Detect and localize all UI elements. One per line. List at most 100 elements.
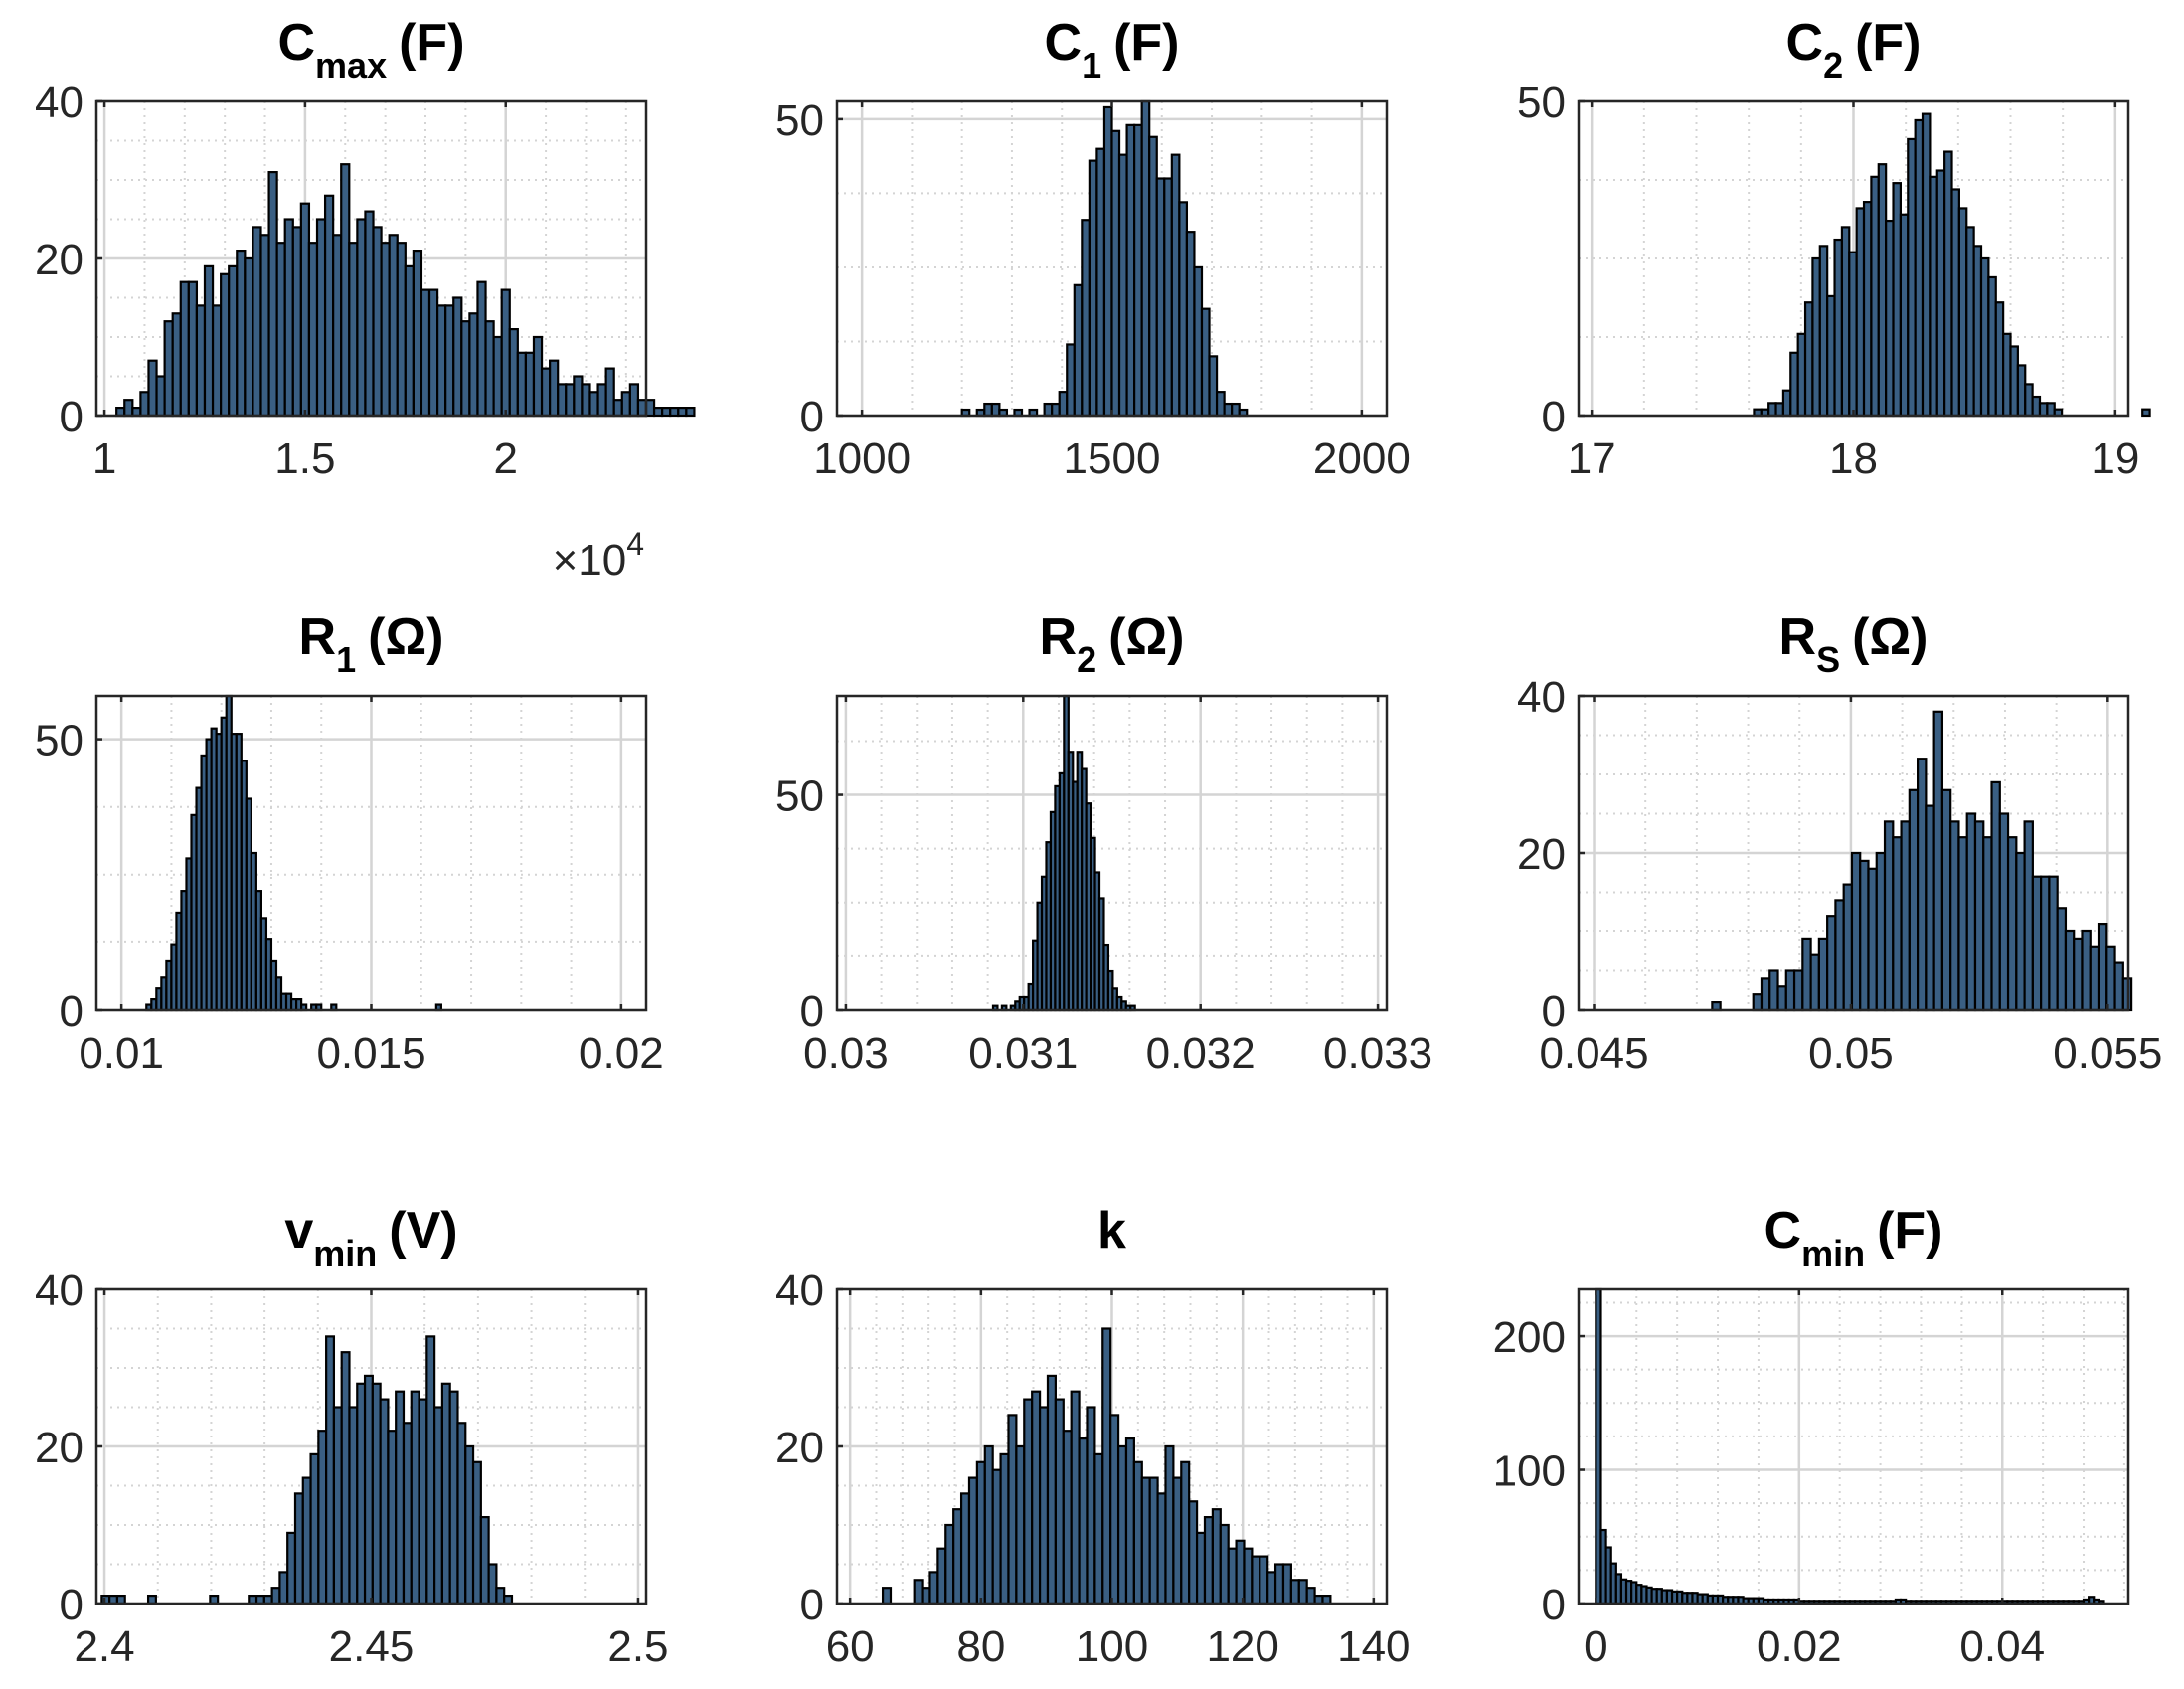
histogram-bar xyxy=(1078,1436,1089,1605)
histogram-bar xyxy=(187,280,199,418)
histogram-bar xyxy=(332,234,343,418)
histogram-panel: 17 18 19 0 50 C2 (F) xyxy=(1517,14,2151,483)
histogram-bar xyxy=(1200,307,1211,418)
histogram-bar xyxy=(444,304,455,418)
histogram-bar xyxy=(612,399,623,418)
histogram-bar xyxy=(1811,256,1821,418)
x-tick-label: 0.01 xyxy=(79,1029,164,1078)
histogram-bar xyxy=(325,1335,336,1605)
histogram-bar xyxy=(1875,851,1887,1012)
histogram-bar xyxy=(1921,112,1932,418)
histogram-bar xyxy=(275,242,286,418)
histogram-bar xyxy=(620,391,631,418)
histogram-bar xyxy=(1031,1390,1042,1605)
histogram-bar xyxy=(1281,1563,1292,1605)
histogram-bar xyxy=(1251,1555,1261,1605)
title-unit: (F) xyxy=(1877,1202,1942,1260)
histogram-bar xyxy=(1914,118,1925,418)
chart-title: C1 (F) xyxy=(1045,14,1180,85)
histogram-bar xyxy=(1193,265,1204,418)
histogram-bar xyxy=(2040,875,2051,1012)
histogram-bar xyxy=(1900,820,1911,1012)
y-tick-label: 0 xyxy=(1542,1581,1566,1629)
y-tick-label: 0 xyxy=(60,987,84,1036)
histogram-bar xyxy=(1973,820,1985,1012)
histogram-bar xyxy=(1148,135,1158,418)
histogram-bar xyxy=(340,163,351,418)
histogram-bar xyxy=(420,288,431,418)
histogram-bar xyxy=(1929,175,1938,418)
title-subscript: 1 xyxy=(1082,45,1101,85)
x-tick-label: 1 xyxy=(92,434,116,483)
histogram-bar xyxy=(1219,1523,1230,1605)
histogram-bar xyxy=(476,280,487,418)
histogram-bar xyxy=(1070,1390,1081,1605)
x-tick-label: 0.055 xyxy=(2053,1029,2162,1078)
histogram-bar xyxy=(315,218,327,418)
histogram-bar xyxy=(2089,945,2100,1012)
histogram-bar xyxy=(123,399,134,418)
histogram-bar xyxy=(1116,1444,1128,1605)
histogram-bar xyxy=(628,383,640,418)
histogram-bar xyxy=(1768,969,1779,1012)
histogram-bar xyxy=(959,1492,971,1605)
histogram-bar xyxy=(588,391,599,418)
histogram-bar xyxy=(1848,251,1858,418)
histogram-bar xyxy=(1211,1508,1222,1605)
histogram-bar xyxy=(2031,395,2042,418)
histogram-bar xyxy=(565,383,576,418)
histogram-bar xyxy=(2015,851,2026,1012)
x-tick-label: 0.033 xyxy=(1323,1029,1432,1078)
title-main: C xyxy=(1764,1202,1802,1260)
histogram-bar xyxy=(1023,1398,1034,1605)
title-subscript: S xyxy=(1816,639,1840,680)
chart-title: R1 (Ω) xyxy=(299,608,444,680)
histogram-bar xyxy=(286,1531,297,1605)
title-main: v xyxy=(284,1202,313,1260)
histogram-bar xyxy=(356,1382,367,1605)
histogram-bar xyxy=(2031,875,2043,1012)
histogram-bar xyxy=(604,367,615,418)
histogram-bar xyxy=(1767,402,1777,418)
histogram-bar xyxy=(293,1492,304,1605)
histogram-bar xyxy=(448,1390,459,1605)
histogram-bar xyxy=(1774,402,1785,418)
histogram-bar xyxy=(433,1406,444,1605)
histogram-bar xyxy=(1102,105,1113,418)
histogram-bar xyxy=(1862,201,1873,418)
histogram-bar xyxy=(1125,123,1136,418)
histogram-bar xyxy=(464,1444,475,1605)
histogram-bar xyxy=(460,320,471,418)
histogram-bar xyxy=(471,1460,482,1605)
histogram-bar xyxy=(2073,937,2084,1012)
histogram-bar xyxy=(1086,1406,1096,1605)
histogram-bar xyxy=(685,407,696,418)
histogram-bar xyxy=(1842,883,1854,1012)
x-tick-label: 0.04 xyxy=(1959,1622,2045,1671)
histogram-bar xyxy=(557,383,568,418)
histogram-bar xyxy=(396,242,407,418)
histogram-bar xyxy=(983,402,993,418)
y-tick-label: 20 xyxy=(35,236,84,284)
histogram-bar xyxy=(1188,1500,1199,1605)
histogram-bar xyxy=(532,335,544,418)
histogram-bar xyxy=(549,359,560,418)
chart-title: Cmin (F) xyxy=(1764,1202,1943,1273)
x-tick-label: 2.5 xyxy=(607,1622,668,1671)
histogram-bar xyxy=(309,1452,320,1605)
histogram-bar xyxy=(881,1587,893,1605)
histogram-bar xyxy=(1796,332,1807,418)
histogram-bar xyxy=(387,1430,398,1605)
histogram-bar xyxy=(1297,1579,1308,1605)
histogram-bar xyxy=(516,351,528,418)
histogram-bar xyxy=(540,367,552,418)
histogram-bar xyxy=(1180,1460,1191,1605)
chart-title: R2 (Ω) xyxy=(1040,608,1185,680)
histogram-bar xyxy=(1917,758,1928,1012)
histogram-bar xyxy=(1957,207,1968,418)
title-unit: (Ω) xyxy=(1108,608,1184,666)
histogram-bar xyxy=(171,312,182,418)
title-subscript: min xyxy=(1801,1233,1865,1273)
